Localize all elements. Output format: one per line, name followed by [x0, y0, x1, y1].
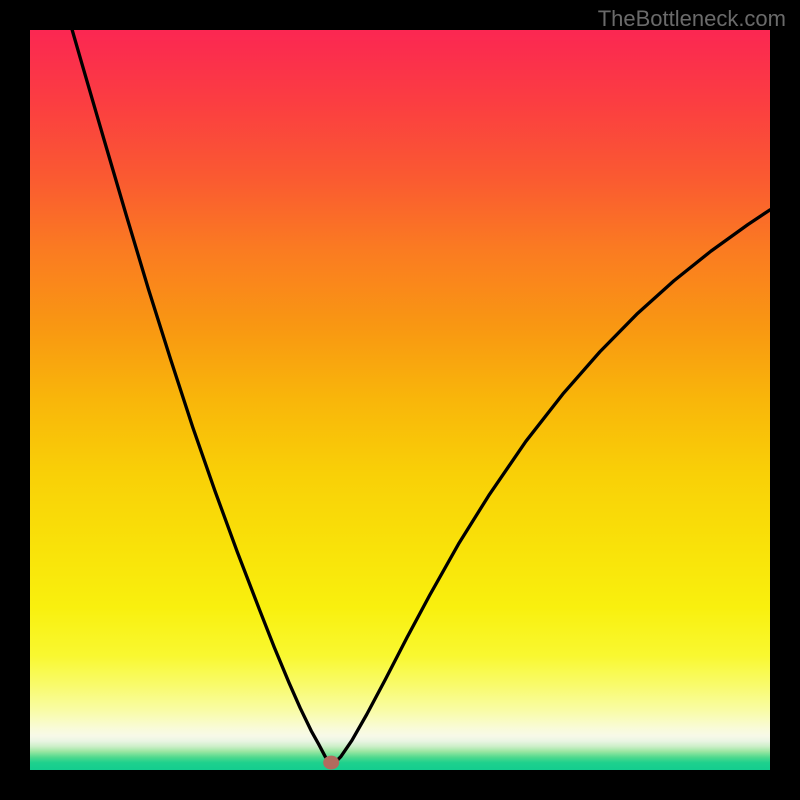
chart-overlay	[0, 0, 800, 800]
minimum-marker	[323, 756, 339, 770]
plot-frame	[770, 0, 800, 800]
plot-frame	[0, 770, 800, 800]
watermark-text: TheBottleneck.com	[598, 6, 786, 32]
plot-frame	[0, 0, 30, 800]
bottleneck-curve	[72, 30, 770, 764]
